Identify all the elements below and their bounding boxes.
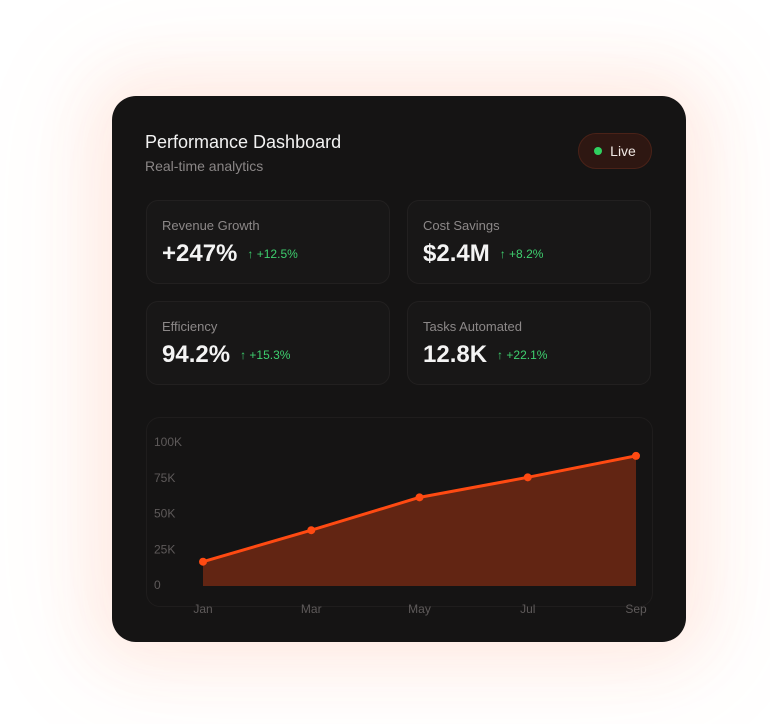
point <box>632 451 640 460</box>
metric-value-row: 12.8K ↑ +22.1% <box>423 341 547 369</box>
arrow-icon: ↑ +8.2% <box>499 247 544 261</box>
y-tick-label: 50K <box>154 507 175 521</box>
metric-change: +15.3% <box>249 348 291 362</box>
x-tick-label: May <box>408 602 431 616</box>
x-tick-label: Mar <box>301 602 322 616</box>
metric-card: Tasks Automated 12.8K ↑ +22.1% <box>407 301 651 385</box>
point <box>415 493 424 502</box>
arrow-icon: ↑ +15.3% <box>240 348 291 362</box>
metric-label: Tasks Automated <box>423 319 522 334</box>
y-tick-label: 25K <box>154 542 175 556</box>
subtitle: Real-time analytics <box>145 158 264 174</box>
area <box>203 455 636 586</box>
metric-card: Cost Savings $2.4M ↑ +8.2% <box>407 200 651 284</box>
metric-value: 94.2% <box>162 341 231 368</box>
arrow-icon: ↑ +22.1% <box>497 348 548 362</box>
metric-label: Efficiency <box>162 319 218 334</box>
metric-value-row: +247% ↑ +12.5% <box>162 240 298 268</box>
metric-label: Revenue Growth <box>162 218 260 233</box>
metric-change: +12.5% <box>256 247 298 261</box>
y-tick-label: 100K <box>154 435 182 449</box>
x-tick-label: Jul <box>520 602 535 616</box>
arrow-icon: ↑ +12.5% <box>247 247 298 261</box>
metric-value: $2.4M <box>423 240 490 267</box>
metric-card: Efficiency 94.2% ↑ +15.3% <box>146 301 390 385</box>
title: Performance Dashboard <box>145 132 342 152</box>
y-tick-label: 0 <box>154 578 161 592</box>
chart-panel <box>146 417 653 607</box>
dashboard-card: Performance Dashboard Real-time analytic… <box>112 96 686 642</box>
point <box>523 473 532 482</box>
x-tick-label: Sep <box>625 602 647 616</box>
y-tick-label: 75K <box>154 471 175 485</box>
x-tick-label: Jan <box>193 602 212 616</box>
badge-text: Live <box>610 143 636 159</box>
chart: 0 25K 50K 75K 100K Jan Mar May Jul Sep <box>154 435 647 616</box>
metric-change: +22.1% <box>506 348 548 362</box>
metric-change: +8.2% <box>509 247 544 261</box>
metric-card: Revenue Growth +247% ↑ +12.5% <box>146 200 390 284</box>
metric-value: +247% <box>162 240 238 267</box>
metric-value-row: $2.4M ↑ +8.2% <box>423 240 543 268</box>
point <box>199 557 207 566</box>
metric-value: 12.8K <box>423 341 488 368</box>
metric-value-row: 94.2% ↑ +15.3% <box>162 341 290 369</box>
point <box>307 526 316 535</box>
metric-label: Cost Savings <box>423 218 500 233</box>
status-dot <box>594 147 603 155</box>
live-badge[interactable]: Live <box>578 133 652 169</box>
